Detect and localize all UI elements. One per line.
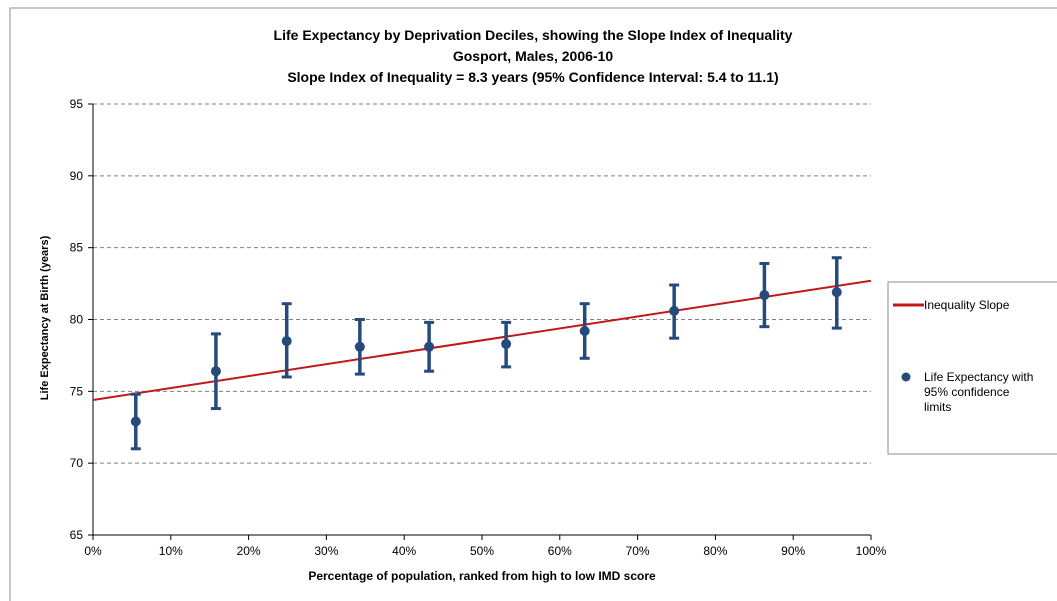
data-point-1 <box>130 416 141 427</box>
data-point-6 <box>501 338 512 349</box>
x-tick-label-70: 70% <box>626 544 650 558</box>
data-point-10 <box>831 287 842 298</box>
chart-border <box>9 7 1057 601</box>
legend-label-life-expectancy-line1: Life Expectancy with <box>924 370 1033 384</box>
data-point-8 <box>669 305 680 316</box>
x-axis-label: Percentage of population, ranked from hi… <box>308 569 656 583</box>
x-tick-label-10: 10% <box>159 544 183 558</box>
x-tick-label-80: 80% <box>703 544 727 558</box>
data-point-5 <box>424 341 435 352</box>
legend-box <box>887 281 1057 455</box>
data-point-7 <box>579 325 590 336</box>
data-point-3 <box>281 336 292 347</box>
y-tick-label-70: 70 <box>70 456 84 470</box>
chart-subtitle-sii: Slope Index of Inequality = 8.3 years (9… <box>287 69 778 85</box>
chart-subtitle: Gosport, Males, 2006-10 <box>453 48 614 64</box>
y-tick-label-75: 75 <box>70 384 84 398</box>
plot-area: 65 70 75 80 85 90 95 0% 10% 20% 30% 40% 50% 60% 70% 80%… <box>70 97 887 558</box>
x-tick-label-100: 100% <box>856 544 887 558</box>
x-tick-label-20: 20% <box>237 544 261 558</box>
x-tick-label-40: 40% <box>392 544 416 558</box>
x-tick-label-60: 60% <box>548 544 572 558</box>
y-tick-label-80: 80 <box>70 313 84 327</box>
legend: Inequality Slope Life Expectancy with 95… <box>887 281 1057 455</box>
x-tick-label-50: 50% <box>470 544 494 558</box>
inequality-slope-line <box>92 279 872 401</box>
legend-swatch-life-expectancy <box>901 372 911 382</box>
x-tick-label-90: 90% <box>781 544 805 558</box>
y-axis-label: Life Expectancy at Birth (years) <box>39 235 51 400</box>
data-point-9 <box>759 290 770 301</box>
y-tick-label-90: 90 <box>70 169 84 183</box>
y-tick-label-85: 85 <box>70 241 84 255</box>
x-tick-label-0: 0% <box>84 544 102 558</box>
y-tick-label-95: 95 <box>70 97 84 111</box>
legend-label-life-expectancy-line2: 95% confidence <box>924 385 1010 399</box>
x-tick-label-30: 30% <box>314 544 338 558</box>
data-point-4 <box>354 341 365 352</box>
data-point-2 <box>210 366 221 377</box>
legend-label-life-expectancy-line3: limits <box>924 400 951 414</box>
chart-title: Life Expectancy by Deprivation Deciles, … <box>274 27 793 43</box>
legend-label-inequality-slope: Inequality Slope <box>924 298 1010 312</box>
y-tick-label-65: 65 <box>70 528 84 542</box>
